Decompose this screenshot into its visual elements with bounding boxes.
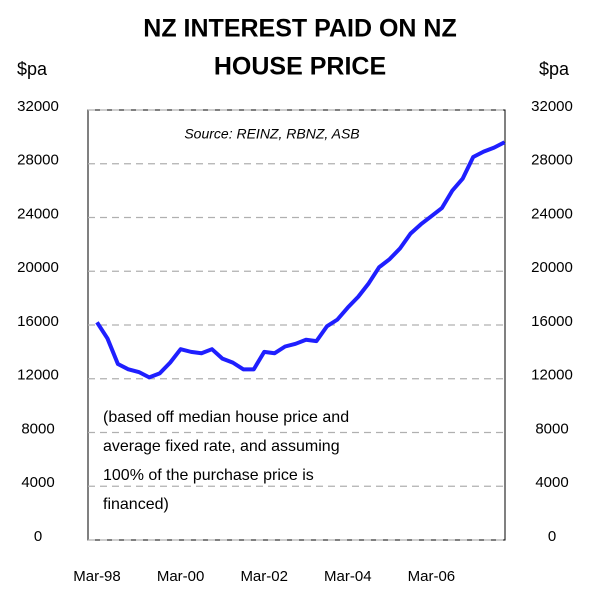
- y2-axis-label: $pa: [539, 59, 570, 79]
- note: (based off median house price and: [103, 409, 349, 426]
- y-tick-label: 24000: [17, 205, 59, 222]
- annotation: Source: REINZ, RBNZ, ASB: [184, 126, 359, 142]
- note: 100% of the purchase price is: [103, 467, 314, 484]
- y2-tick-label: 4000: [535, 474, 568, 491]
- y2-tick-label: 8000: [535, 420, 568, 437]
- y2-tick-label: 20000: [531, 259, 573, 276]
- chart-title: HOUSE PRICE: [214, 53, 386, 81]
- x-tick-label: Mar-00: [157, 568, 205, 585]
- y-tick-label: 12000: [17, 367, 59, 384]
- note: financed): [103, 496, 169, 513]
- line-series: [95, 140, 506, 380]
- y-tick-label: 32000: [17, 98, 59, 115]
- y2-tick-label: 12000: [531, 367, 573, 384]
- note: average fixed rate, and assuming: [103, 438, 340, 455]
- y2-tick-label: 0: [548, 528, 556, 545]
- y-tick-label: 20000: [17, 259, 59, 276]
- y-tick-label: 4000: [21, 474, 54, 491]
- x-tick-label: Mar-98: [73, 568, 121, 585]
- y2-tick-label: 24000: [531, 205, 573, 222]
- y-tick-label: 0: [34, 528, 42, 545]
- y-axis-label: $pa: [17, 59, 48, 79]
- y-tick-label: 16000: [17, 313, 59, 330]
- y-tick-label: 28000: [17, 152, 59, 169]
- y2-tick-label: 32000: [531, 98, 573, 115]
- chart-title: NZ INTEREST PAID ON NZ: [143, 15, 456, 43]
- y2-tick-label: 16000: [531, 313, 573, 330]
- x-tick-label: Mar-02: [240, 568, 288, 585]
- x-tick-label: Mar-06: [408, 568, 456, 585]
- y-tick-label: 8000: [21, 420, 54, 437]
- y2-tick-label: 28000: [531, 152, 573, 169]
- x-tick-label: Mar-04: [324, 568, 372, 585]
